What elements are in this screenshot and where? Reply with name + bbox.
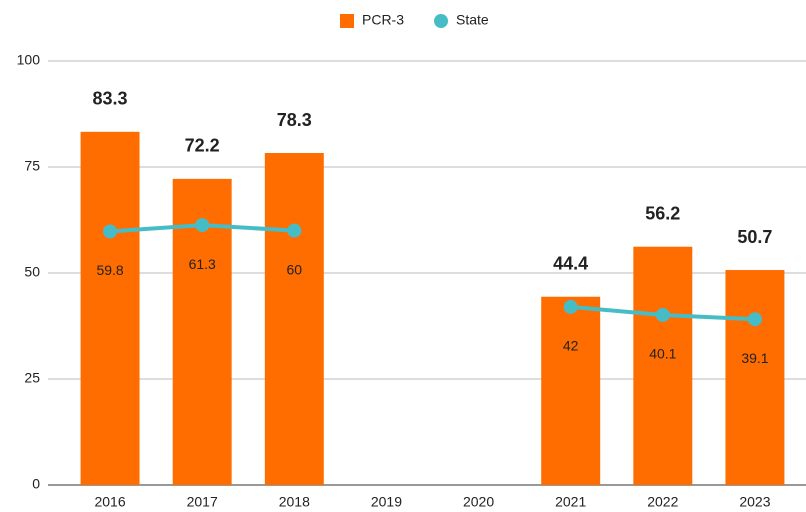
- y-tick-label: 0: [32, 476, 40, 492]
- legend-label: State: [456, 12, 489, 28]
- x-tick-label: 2016: [94, 494, 125, 510]
- x-tick-label: 2023: [739, 494, 770, 510]
- data-label: 56.2: [645, 203, 680, 223]
- data-label: 44.4: [553, 253, 588, 273]
- y-tick-label: 50: [24, 264, 40, 280]
- data-label: 61.3: [189, 256, 216, 272]
- x-tick-label: 2017: [187, 494, 218, 510]
- x-tick-label: 2021: [555, 494, 586, 510]
- point: [655, 307, 670, 322]
- legend-swatch: [340, 14, 354, 28]
- legend-swatch: [434, 14, 449, 28]
- bar: [80, 131, 140, 486]
- legend-label: PCR-3: [362, 12, 404, 28]
- y-tick-label: 100: [17, 52, 41, 68]
- bar: [541, 296, 601, 485]
- bar: [633, 246, 693, 485]
- data-label: 83.3: [93, 89, 128, 109]
- x-tick-label: 2022: [647, 494, 678, 510]
- point: [195, 218, 210, 233]
- y-tick-label: 25: [24, 370, 40, 386]
- data-label: 59.8: [96, 262, 123, 278]
- data-label: 72.2: [185, 136, 220, 156]
- data-label: 60: [287, 261, 303, 277]
- data-label: 78.3: [277, 110, 312, 130]
- data-label: 42: [563, 338, 579, 354]
- point: [563, 299, 578, 314]
- point: [287, 223, 302, 238]
- data-label: 50.7: [737, 227, 772, 247]
- x-tick-label: 2020: [463, 494, 494, 510]
- x-tick-label: 2018: [279, 494, 310, 510]
- x-tick-label: 2019: [371, 494, 402, 510]
- point: [103, 224, 118, 239]
- bar: [264, 153, 324, 485]
- data-label: 40.1: [649, 346, 676, 362]
- point: [747, 312, 762, 327]
- bar: [725, 270, 785, 485]
- data-label: 39.1: [741, 350, 768, 366]
- y-tick-label: 75: [24, 158, 40, 174]
